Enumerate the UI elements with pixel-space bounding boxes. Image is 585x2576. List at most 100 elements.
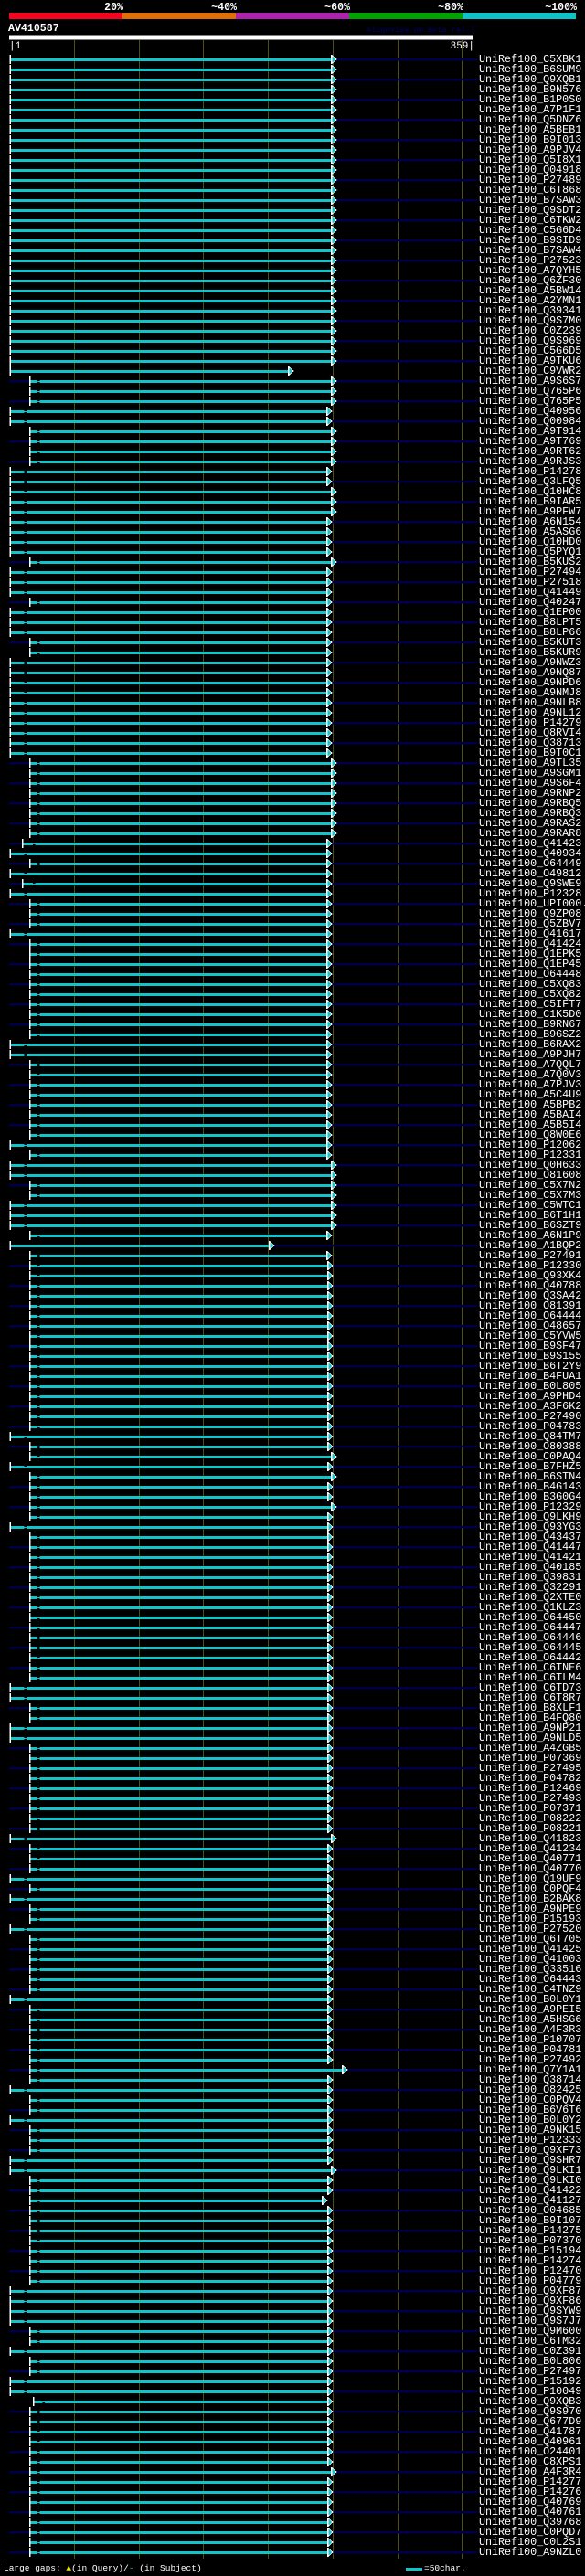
svg-text:UniRef100_C9VWR2: UniRef100_C9VWR2 (479, 365, 581, 377)
svg-text:UniRef100_Q9XF86: UniRef100_Q9XF86 (479, 2295, 581, 2307)
svg-text:UniRef100_B7SAW4: UniRef100_B7SAW4 (479, 244, 581, 257)
svg-text:UniRef100_B9I013: UniRef100_B9I013 (479, 133, 581, 146)
svg-text:UniRef100_Q41127: UniRef100_Q41127 (479, 2194, 581, 2207)
svg-text:UniRef100_A9NMJ8: UniRef100_A9NMJ8 (479, 686, 581, 699)
svg-text:UniRef100_Q6T705: UniRef100_Q6T705 (479, 1933, 581, 1945)
svg-text:UniRef100_Q1EP45: UniRef100_Q1EP45 (479, 958, 581, 970)
svg-text:UniRef100_Q9SHR7: UniRef100_Q9SHR7 (479, 2154, 581, 2167)
svg-text:UniRef100_A4F3R4: UniRef100_A4F3R4 (479, 2465, 581, 2478)
svg-text:UniRef100_P15193: UniRef100_P15193 (479, 1913, 581, 1925)
svg-text:UniRef100_C0Z391: UniRef100_C0Z391 (479, 2345, 581, 2358)
svg-text:UniRef100_A9RAS2: UniRef100_A9RAS2 (479, 817, 581, 830)
svg-text:UniRef100_A9TKU6: UniRef100_A9TKU6 (479, 355, 581, 367)
svg-text:UniRef100_P07371: UniRef100_P07371 (479, 1802, 581, 1815)
svg-text:UniRef100_A5BPB2: UniRef100_A5BPB2 (479, 1098, 581, 1111)
svg-text:UniRef100_Q93YG3: UniRef100_Q93YG3 (479, 1521, 581, 1533)
svg-text:UniRef100_P27518: UniRef100_P27518 (479, 576, 581, 588)
svg-text:UniRef100_Q8RVI4: UniRef100_Q8RVI4 (479, 726, 581, 739)
svg-text:UniRef100_A9NLD5: UniRef100_A9NLD5 (479, 1732, 581, 1744)
svg-text:UniRef100_C4TNZ9: UniRef100_C4TNZ9 (479, 1983, 581, 1996)
svg-text:UniRef100_B0L0Y1: UniRef100_B0L0Y1 (479, 1993, 581, 2006)
svg-text:UniRef100_Q41234: UniRef100_Q41234 (479, 1842, 581, 1855)
svg-text:UniRef100_P14275: UniRef100_P14275 (479, 2224, 581, 2237)
svg-text:UniRef100_O24401: UniRef100_O24401 (479, 2445, 581, 2458)
svg-text:UniRef100_C6T868: UniRef100_C6T868 (479, 184, 581, 196)
svg-text:UniRef100_C0PQD7: UniRef100_C0PQD7 (479, 2526, 581, 2539)
svg-text:UniRef100_C5WTC1: UniRef100_C5WTC1 (479, 1199, 581, 1212)
svg-text:UniRef100_B8XLF1: UniRef100_B8XLF1 (479, 1701, 581, 1714)
svg-text:UniRef100_A5HSG6: UniRef100_A5HSG6 (479, 2013, 581, 2026)
svg-text:UniRef100_A9RJS3: UniRef100_A9RJS3 (479, 455, 581, 468)
svg-text:UniRef100_O80388: UniRef100_O80388 (479, 1440, 581, 1453)
svg-text:UniRef100_B5KUT3: UniRef100_B5KUT3 (479, 636, 581, 649)
svg-text:UniRef100_Q9S969: UniRef100_Q9S969 (479, 334, 581, 347)
svg-text:UniRef100_Q41003: UniRef100_Q41003 (479, 1953, 581, 1966)
svg-text:UniRef100_C8XPS1: UniRef100_C8XPS1 (479, 2455, 581, 2468)
svg-text:UniRef100_B4FQ80: UniRef100_B4FQ80 (479, 1712, 581, 1724)
svg-text:AlignView.pm Beta rel.7: AlignView.pm Beta rel.7 (367, 26, 475, 35)
svg-text:UniRef100_P04781: UniRef100_P04781 (479, 2043, 581, 2056)
svg-text:UniRef100_Q7Y1A1: UniRef100_Q7Y1A1 (479, 2063, 581, 2076)
svg-text:UniRef100_C6TD73: UniRef100_C6TD73 (479, 1681, 581, 1694)
svg-text:UniRef100_Q39341: UniRef100_Q39341 (479, 304, 581, 317)
svg-text:UniRef100_Q6ZF30: UniRef100_Q6ZF30 (479, 274, 581, 287)
svg-text:UniRef100_B0L0Y2: UniRef100_B0L0Y2 (479, 2114, 581, 2126)
svg-text:UniRef100_Q9S7M0: UniRef100_Q9S7M0 (479, 314, 581, 327)
svg-text:UniRef100_A6N1P9: UniRef100_A6N1P9 (479, 1229, 581, 1242)
svg-text:UniRef100_B6T2Y9: UniRef100_B6T2Y9 (479, 1360, 581, 1373)
svg-text:UniRef100_Q9LKI1: UniRef100_Q9LKI1 (479, 2164, 581, 2177)
svg-text:UniRef100_Q38713: UniRef100_Q38713 (479, 737, 581, 749)
svg-text:UniRef100_P12331: UniRef100_P12331 (479, 1149, 581, 1161)
svg-text:UniRef100_Q8W0E6: UniRef100_Q8W0E6 (479, 1129, 581, 1141)
svg-text:UniRef100_Q41424: UniRef100_Q41424 (479, 938, 581, 950)
svg-text:UniRef100_Q41447: UniRef100_Q41447 (479, 1541, 581, 1553)
svg-text:UniRef100_Q9XF73: UniRef100_Q9XF73 (479, 2144, 581, 2157)
svg-text:UniRef100_P07369: UniRef100_P07369 (479, 1752, 581, 1765)
svg-text:UniRef100_Q41823: UniRef100_Q41823 (479, 1832, 581, 1845)
svg-text:UniRef100_A1BQP2: UniRef100_A1BQP2 (479, 1239, 581, 1252)
svg-text:|1: |1 (9, 41, 22, 52)
svg-text:UniRef100_C5X7M3: UniRef100_C5X7M3 (479, 1189, 581, 1202)
svg-text:UniRef100_B9IAR5: UniRef100_B9IAR5 (479, 495, 581, 508)
svg-text:UniRef100_P14279: UniRef100_P14279 (479, 716, 581, 729)
svg-text:UniRef100_Q40247: UniRef100_Q40247 (479, 596, 581, 609)
svg-text:UniRef100_C5XBK1: UniRef100_C5XBK1 (479, 53, 581, 66)
svg-text:UniRef100_O81608: UniRef100_O81608 (479, 1169, 581, 1182)
svg-text:UniRef100_Q9XQB3: UniRef100_Q9XQB3 (479, 2395, 581, 2408)
svg-text:UniRef100_C1K5D0: UniRef100_C1K5D0 (479, 1008, 581, 1021)
svg-text:UniRef100_A9NP21: UniRef100_A9NP21 (479, 1722, 581, 1734)
svg-text:UniRef100_Q677D9: UniRef100_Q677D9 (479, 2415, 581, 2428)
svg-text:UniRef100_C6TNE6: UniRef100_C6TNE6 (479, 1661, 581, 1674)
svg-text:Large gaps: ▲(in Query)/- (in: Large gaps: ▲(in Query)/- (in Subject) (4, 2563, 202, 2573)
svg-text:UniRef100_P15194: UniRef100_P15194 (479, 2244, 581, 2257)
svg-text:UniRef100_B6V6T6: UniRef100_B6V6T6 (479, 2104, 581, 2116)
svg-text:UniRef100_Q5PYQ1: UniRef100_Q5PYQ1 (479, 546, 581, 558)
svg-text:UniRef100_A3F6K2: UniRef100_A3F6K2 (479, 1400, 581, 1413)
svg-text:UniRef100_Q41617: UniRef100_Q41617 (479, 928, 581, 940)
svg-text:UniRef100_A9NPD6: UniRef100_A9NPD6 (479, 676, 581, 689)
svg-text:UniRef100_Q3LFQ5: UniRef100_Q3LFQ5 (479, 475, 581, 488)
svg-text:UniRef100_Q765P5: UniRef100_Q765P5 (479, 395, 581, 408)
svg-text:UniRef100_O64446: UniRef100_O64446 (479, 1631, 581, 1644)
svg-text:UniRef100_Q9S970: UniRef100_Q9S970 (479, 2405, 581, 2418)
svg-text:UniRef100_B4G143: UniRef100_B4G143 (479, 1480, 581, 1493)
svg-text:20%: 20% (104, 2, 123, 14)
svg-text:UniRef100_B0L805: UniRef100_B0L805 (479, 1380, 581, 1393)
svg-text:UniRef100_C5G6D5: UniRef100_C5G6D5 (479, 345, 581, 357)
svg-text:UniRef100_Q1EPK5: UniRef100_Q1EPK5 (479, 948, 581, 960)
svg-text:UniRef100_Q40770: UniRef100_Q40770 (479, 1862, 581, 1875)
svg-text:UniRef100_A9NLB8: UniRef100_A9NLB8 (479, 696, 581, 709)
svg-text:UniRef100_C0PAQ4: UniRef100_C0PAQ4 (479, 1450, 581, 1463)
svg-text:UniRef100_C0PQF4: UniRef100_C0PQF4 (479, 1882, 581, 1895)
svg-text:=50char.: =50char. (424, 2563, 466, 2573)
svg-text:UniRef100_B6T1H1: UniRef100_B6T1H1 (479, 1209, 581, 1222)
svg-text:UniRef100_A9NPE9: UniRef100_A9NPE9 (479, 1903, 581, 1915)
svg-text:UniRef100_B6SUM9: UniRef100_B6SUM9 (479, 63, 581, 76)
svg-text:UniRef100_Q40956: UniRef100_Q40956 (479, 405, 581, 418)
svg-text:UniRef100_P04779: UniRef100_P04779 (479, 2274, 581, 2287)
svg-text:UniRef100_A7P1F1: UniRef100_A7P1F1 (479, 103, 581, 116)
svg-text:UniRef100_P12470: UniRef100_P12470 (479, 2264, 581, 2277)
svg-text:UniRef100_A6N154: UniRef100_A6N154 (479, 515, 581, 528)
svg-text:UniRef100_Q32291: UniRef100_Q32291 (479, 1581, 581, 1594)
svg-text:UniRef100_P08221: UniRef100_P08221 (479, 1822, 581, 1835)
